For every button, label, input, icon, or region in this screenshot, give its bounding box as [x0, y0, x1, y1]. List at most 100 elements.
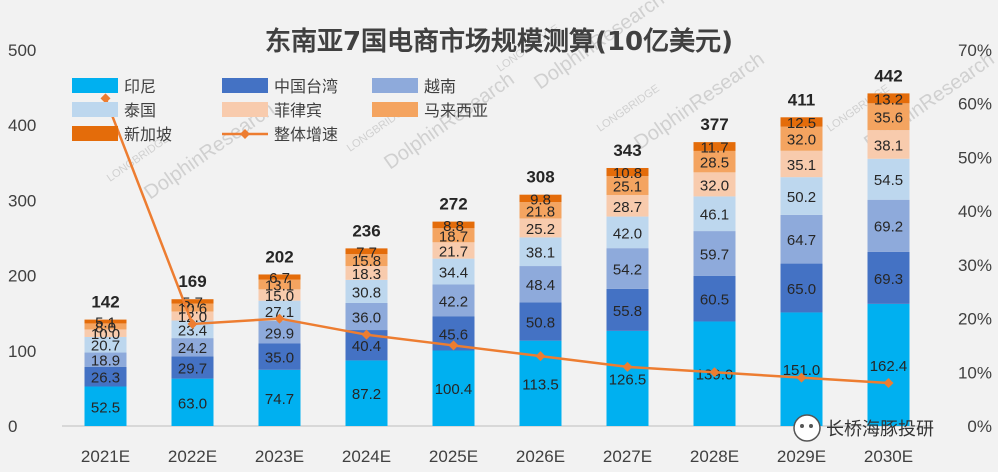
- bar-segment: [780, 263, 823, 313]
- bar-segment: [867, 103, 910, 131]
- bar-segment: [432, 284, 475, 317]
- x-tick-label: 2030E: [864, 447, 913, 466]
- bar-segment: [780, 214, 823, 264]
- segment-labels: 52.526.318.920.710.08.05.163.029.724.223…: [91, 91, 907, 416]
- bar-segment: [693, 231, 736, 276]
- bar-segment: [171, 356, 214, 379]
- y-left-tick-label: 100: [8, 342, 36, 361]
- bar-segment: [780, 312, 823, 426]
- segment-value-label: 60.5: [700, 292, 729, 309]
- growth-line-point: [535, 351, 546, 362]
- segment-value-label: 21.8: [526, 203, 555, 220]
- y-right-tick-label: 50%: [958, 148, 992, 167]
- segment-value-label: 15.8: [352, 253, 381, 270]
- bar-segment: [606, 248, 649, 289]
- segment-value-label: 52.5: [91, 399, 120, 416]
- x-tick-label: 2027E: [603, 447, 652, 466]
- growth-line-point: [796, 372, 807, 383]
- bar-total-label: 272: [439, 195, 467, 214]
- growth-line-point: [100, 93, 111, 104]
- x-tick-label: 2023E: [255, 447, 304, 466]
- segment-value-label: 50.2: [787, 189, 816, 206]
- segment-value-label: 18.9: [91, 353, 120, 370]
- segment-value-label: 32.0: [700, 177, 729, 194]
- bar-segment: [258, 321, 301, 344]
- segment-value-label: 54.2: [613, 262, 642, 279]
- bar-segment: [345, 279, 388, 303]
- growth-line-point: [622, 361, 633, 372]
- growth-line-point: [361, 329, 372, 340]
- segment-value-label: 28.7: [613, 199, 642, 216]
- segment-value-label: 65.0: [787, 281, 816, 298]
- growth-line-point: [448, 340, 459, 351]
- y-right-tick-label: 20%: [958, 310, 992, 329]
- segment-value-label: 36.0: [352, 310, 381, 327]
- segment-value-label: 35.1: [787, 157, 816, 174]
- y-right-tick-label: 30%: [958, 256, 992, 275]
- segment-value-label: 10.8: [613, 165, 642, 182]
- segment-value-label: 42.2: [439, 293, 468, 310]
- segment-value-label: 11.7: [700, 140, 728, 157]
- bar-segment: [519, 266, 562, 303]
- bar-segment: [780, 150, 823, 178]
- bar-segment: [780, 126, 823, 151]
- bar-segment: [432, 221, 475, 229]
- segment-value-label: 100.4: [435, 381, 473, 398]
- legend-label: 泰国: [124, 101, 156, 120]
- bar-segment: [84, 386, 127, 426]
- segment-value-label: 24.2: [178, 340, 207, 357]
- legend-swatch: [372, 102, 418, 117]
- segment-value-label: 18.3: [352, 266, 381, 283]
- x-tick-label: 2028E: [690, 447, 739, 466]
- bar-total-label: 142: [91, 293, 119, 312]
- bar-segment: [171, 338, 214, 357]
- legend-label: 新加坡: [124, 125, 172, 144]
- bar-total-label: 236: [352, 221, 380, 240]
- legend-swatch: [222, 78, 268, 93]
- bar-segment: [606, 194, 649, 217]
- segment-value-label: 21.7: [439, 243, 468, 260]
- bar-segment: [606, 216, 649, 249]
- y-left-tick-label: 500: [8, 41, 36, 60]
- bar-total-label: 202: [265, 247, 293, 266]
- segment-value-label: 38.1: [526, 245, 555, 262]
- segment-value-label: 8.0: [95, 319, 116, 336]
- total-labels: 142 169 202 236 272 308 343 377 411 442: [91, 66, 902, 311]
- growth-line-point: [274, 313, 285, 324]
- segment-value-label: 69.2: [874, 219, 903, 236]
- bar-total-label: 411: [788, 90, 815, 109]
- segment-value-label: 13.2: [874, 91, 903, 108]
- bar-segment: [345, 248, 388, 255]
- growth-line-path: [104, 97, 889, 385]
- bar-total-label: 442: [874, 66, 902, 85]
- segment-value-label: 25.2: [526, 221, 555, 238]
- chart-title: 东南亚7国电商市场规模测算(10亿美元): [265, 26, 733, 57]
- legend-label: 印尼: [124, 77, 156, 96]
- segment-value-label: 35.6: [874, 110, 903, 127]
- bar-segment: [693, 275, 736, 322]
- y-right-tick-label: 70%: [958, 41, 992, 60]
- bar-segment: [693, 150, 736, 173]
- legend-swatch: [72, 102, 118, 117]
- bar-segment: [258, 343, 301, 370]
- segment-value-label: 64.7: [787, 232, 816, 249]
- segment-value-label: 5.1: [95, 315, 116, 332]
- segment-value-label: 18.7: [439, 228, 468, 245]
- legend-label: 菲律宾: [274, 101, 322, 120]
- bar-segment: [84, 366, 127, 387]
- wechat-icon-eye: [800, 424, 804, 428]
- y-right-tick-label: 0%: [967, 417, 992, 436]
- segment-value-label: 27.1: [265, 304, 294, 321]
- wechat-icon: [793, 414, 821, 442]
- bar-segment: [258, 369, 301, 426]
- legend-label: 马来西亚: [424, 101, 488, 120]
- x-tick-label: 2021E: [81, 447, 130, 466]
- bar-segment: [345, 302, 388, 331]
- x-tick-label: 2025E: [429, 447, 478, 466]
- legend-swatch: [372, 78, 418, 93]
- bar-segment: [693, 142, 736, 151]
- bar-segment: [345, 266, 388, 280]
- bar-segment: [693, 172, 736, 197]
- bar-segment: [519, 237, 562, 267]
